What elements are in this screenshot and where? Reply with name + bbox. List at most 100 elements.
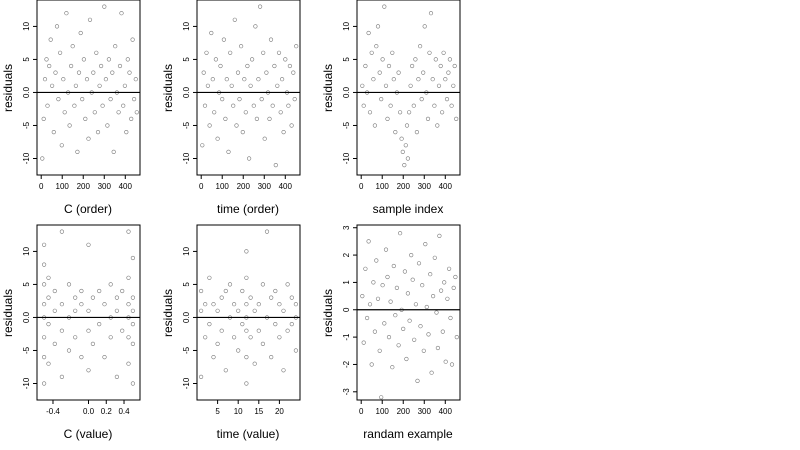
scatter-point (260, 282, 266, 287)
scatter-point (434, 310, 439, 315)
scatter-point (236, 308, 241, 313)
scatter-point (106, 57, 111, 62)
x-tick-label: 400 (439, 182, 453, 191)
scatter-point (285, 282, 290, 287)
x-tick-label: 300 (418, 182, 432, 191)
scatter-point (215, 136, 220, 141)
scatter-point (388, 103, 393, 108)
scatter-point (444, 96, 450, 102)
ylabel-c-value: residuals (1, 289, 15, 337)
scatter-point (44, 57, 49, 62)
scatter-point (72, 103, 77, 108)
ylabel-c-order: residuals (1, 64, 15, 112)
scatter-point (252, 308, 257, 313)
scatter-point (59, 229, 65, 234)
scatter-point (367, 110, 373, 115)
scatter-point (391, 77, 396, 82)
scatter-point (293, 348, 299, 353)
scatter-point (380, 283, 385, 288)
x-tick-label: 300 (98, 182, 112, 191)
scatter-point (129, 116, 134, 121)
scatter-point (379, 96, 384, 102)
scatter-point (126, 229, 131, 234)
scatter-point (411, 103, 416, 108)
y-tick-label: -5 (182, 121, 191, 129)
y-tick-label: 0.0 (342, 86, 351, 98)
scatter-point (41, 242, 47, 247)
scatter-point (410, 277, 415, 282)
scatter-point (73, 83, 78, 88)
scatter-point (430, 77, 435, 82)
y-tick-label: 0 (342, 307, 351, 312)
plot-frame (196, 224, 301, 401)
scatter-point (363, 266, 368, 271)
x-tick-label: 0 (359, 407, 364, 416)
x-tick-label: 200 (397, 182, 411, 191)
scatter-point (294, 44, 299, 49)
scatter-point (219, 295, 224, 300)
plot-frame (356, 0, 461, 176)
scatter-point (383, 83, 389, 88)
scatter-point (49, 83, 55, 88)
scatter-point (289, 123, 294, 128)
scatter-point (211, 302, 216, 307)
scatter-point (45, 103, 50, 108)
scatter-point (66, 282, 72, 287)
scatter-point (81, 57, 86, 62)
scatter-point (94, 50, 99, 55)
scatter-point (425, 116, 431, 121)
scatter-point (256, 77, 261, 82)
scatter-point (46, 322, 51, 327)
panel-random-example: residuals randam example 0 100 200 300 400 -3… (321, 224, 461, 441)
plot-frame (36, 0, 141, 176)
x-tick-label: 15 (254, 407, 263, 416)
scatter-point (212, 110, 217, 115)
y-tick-label: -5 (342, 121, 351, 129)
scatter-point (447, 266, 452, 271)
scatter-point (452, 63, 457, 69)
scatter-point (62, 110, 67, 115)
scatter-point (130, 381, 135, 386)
scatter-point (78, 30, 83, 36)
scatter-point (443, 359, 448, 364)
scatter-point (207, 275, 212, 280)
scatter-point (105, 123, 110, 128)
scatter-point (207, 123, 212, 128)
x-tick-label: 300 (258, 182, 272, 191)
scatter-point (76, 70, 82, 75)
scatter-point (41, 381, 47, 386)
scatter-point (428, 272, 433, 277)
scatter-point (54, 24, 60, 29)
scatter-point (59, 374, 65, 380)
panel-sample-index: residuals sample index 0 100 200 300 400 -10 -… (321, 0, 461, 216)
scatter-point (440, 110, 445, 115)
scatter-point (90, 341, 95, 347)
scatter-point (59, 143, 64, 148)
scatter-point (424, 304, 429, 310)
scatter-point (90, 295, 95, 300)
scatter-point (64, 11, 69, 16)
scatter-point (111, 149, 116, 154)
scatter-point (426, 332, 431, 337)
scatter-point (264, 229, 270, 234)
scatter-point (134, 110, 139, 115)
scatter-point (393, 130, 398, 135)
scatter-point (121, 103, 126, 108)
scatter-point (40, 156, 45, 161)
scatter-point (46, 275, 51, 280)
scatter-point (261, 50, 266, 55)
scatter-point (421, 70, 426, 75)
scatter-point (102, 355, 107, 360)
scatter-point (244, 249, 249, 254)
scatter-point (400, 149, 405, 154)
scatter-point (391, 263, 396, 269)
scatter-point (84, 77, 90, 82)
scatter-point (388, 299, 393, 304)
scatter-point (360, 83, 365, 88)
scatter-point (402, 269, 408, 274)
plot-frame (356, 224, 461, 401)
scatter-point (130, 37, 135, 42)
x-tick-label: -0.4 (46, 407, 60, 416)
scatter-point (244, 381, 249, 386)
scatter-point (47, 63, 52, 69)
